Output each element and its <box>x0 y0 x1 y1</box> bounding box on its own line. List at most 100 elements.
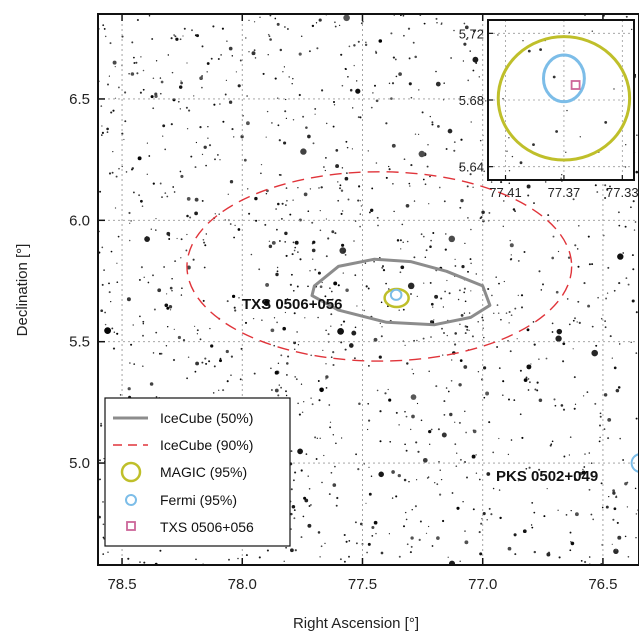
star <box>133 62 136 64</box>
star <box>344 176 349 181</box>
star <box>574 244 577 247</box>
star <box>300 148 307 155</box>
star <box>498 489 501 491</box>
star <box>308 505 311 507</box>
star <box>285 373 288 376</box>
star <box>201 153 204 156</box>
star <box>335 149 339 152</box>
star <box>235 71 238 73</box>
star <box>613 366 617 370</box>
star <box>280 386 282 389</box>
star <box>319 285 323 289</box>
star <box>130 220 132 222</box>
star <box>153 308 156 311</box>
star <box>487 287 490 291</box>
star <box>297 402 299 405</box>
star <box>562 408 566 411</box>
star <box>388 168 391 171</box>
star <box>337 199 340 202</box>
star <box>481 316 484 319</box>
star <box>475 273 478 275</box>
star <box>129 362 131 364</box>
star <box>319 387 324 393</box>
star <box>142 69 145 72</box>
star <box>459 166 462 169</box>
star <box>577 224 580 227</box>
star <box>116 332 119 335</box>
star <box>496 304 499 306</box>
star <box>493 312 495 314</box>
star <box>201 86 203 89</box>
star <box>365 502 367 504</box>
star <box>112 150 114 153</box>
star <box>142 88 145 91</box>
star <box>210 344 214 348</box>
star <box>354 274 357 277</box>
star <box>285 204 287 206</box>
star <box>139 91 142 94</box>
star <box>499 516 502 520</box>
star <box>165 293 168 295</box>
star <box>443 400 446 403</box>
star <box>340 189 344 192</box>
star <box>325 255 328 258</box>
star <box>527 49 531 53</box>
star <box>514 307 517 310</box>
star <box>479 217 482 220</box>
star <box>490 181 493 183</box>
star <box>436 536 440 540</box>
star <box>166 231 171 236</box>
star <box>488 421 491 424</box>
star <box>309 503 312 506</box>
star <box>354 521 357 524</box>
star <box>376 216 379 219</box>
star <box>155 395 158 398</box>
star <box>497 312 500 314</box>
star <box>441 432 447 438</box>
star <box>162 135 164 137</box>
star <box>359 225 361 228</box>
star <box>588 488 591 491</box>
star <box>555 290 559 294</box>
star <box>133 363 136 365</box>
star <box>337 284 340 287</box>
star <box>424 183 427 186</box>
star <box>483 366 487 370</box>
star <box>318 18 322 22</box>
star <box>274 17 277 20</box>
star <box>172 358 176 362</box>
star <box>115 175 118 178</box>
star <box>317 380 320 382</box>
star <box>282 326 286 331</box>
star <box>514 210 516 212</box>
star <box>511 155 514 158</box>
star <box>171 71 174 74</box>
star <box>463 365 468 369</box>
star <box>346 172 348 174</box>
star <box>277 394 280 397</box>
star <box>562 342 566 346</box>
star <box>378 471 384 478</box>
star <box>289 283 292 286</box>
star <box>152 77 155 80</box>
star <box>119 394 122 396</box>
star <box>485 391 490 396</box>
star <box>358 402 361 405</box>
star <box>286 298 289 300</box>
star <box>402 525 406 528</box>
star <box>296 331 298 333</box>
star <box>622 252 625 254</box>
x-tick-label: 78.0 <box>228 576 257 593</box>
star <box>186 265 191 270</box>
star <box>328 404 331 406</box>
star <box>435 70 437 73</box>
star <box>460 138 463 141</box>
star <box>379 410 382 413</box>
star <box>454 258 456 261</box>
star <box>619 437 621 440</box>
star <box>414 133 417 135</box>
star <box>357 199 360 202</box>
star <box>171 289 173 292</box>
star <box>343 533 346 537</box>
star <box>433 481 436 484</box>
